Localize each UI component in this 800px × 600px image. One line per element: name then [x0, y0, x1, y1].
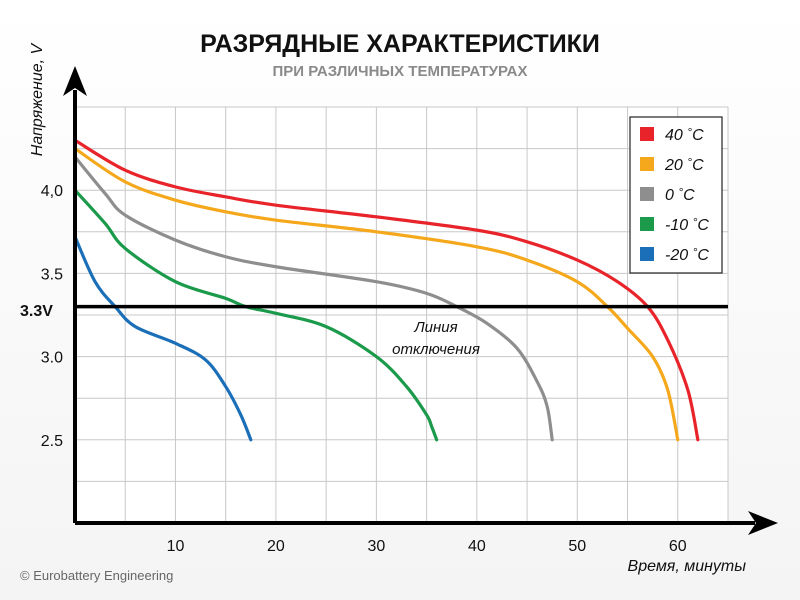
legend-swatch-1 [640, 157, 654, 171]
legend-label-4: -20 °C [665, 245, 709, 264]
legend-swatch-4 [640, 247, 654, 261]
legend-label-1: 20 °C [664, 155, 704, 174]
cutoff-value-label: 3.3V [20, 303, 53, 320]
y-axis-arrow [63, 66, 87, 96]
chart-subtitle: ПРИ РАЗЛИЧНЫХ ТЕМПЕРАТУРАХ [272, 63, 527, 80]
y-axis-label: Напряжение, V [29, 42, 46, 156]
legend-swatch-3 [640, 217, 654, 231]
series-line-2 [73, 155, 554, 442]
x-tick-label: 10 [167, 538, 185, 555]
copyright-text: © Eurobattery Engineering [20, 568, 173, 583]
x-tick-label: 50 [568, 538, 586, 555]
legend: 40 °C 20 °C 0 °C -10 °C -20 °C [629, 116, 723, 274]
series-line-0 [73, 138, 700, 442]
y-tick-label: 3.0 [41, 350, 63, 367]
legend-swatch-2 [640, 187, 654, 201]
legend-label-3: -10 °C [665, 215, 709, 234]
legend-label-2: 0 °C [665, 185, 695, 204]
series-line-4 [73, 235, 253, 442]
y-tick-label: 2.5 [41, 433, 63, 450]
y-tick-label: 3.5 [41, 266, 63, 283]
axes [63, 66, 778, 535]
series-line-3 [73, 188, 439, 442]
x-axis-arrow [748, 511, 778, 535]
legend-label-0: 40 °C [665, 125, 704, 144]
series-curves [73, 138, 700, 442]
chart-title: РАЗРЯДНЫЕ ХАРАКТЕРИСТИКИ [200, 30, 600, 58]
tick-labels: 10 20 30 40 50 60 2.5 3.0 3.5 4,0 [41, 183, 687, 555]
y-tick-label: 4,0 [41, 183, 63, 200]
x-tick-label: 60 [669, 538, 687, 555]
cutoff-annotation-line1: Линия [413, 319, 457, 336]
x-tick-label: 20 [267, 538, 285, 555]
series-line-1 [73, 147, 680, 442]
cutoff-annotation-line2: отключения [392, 341, 480, 358]
x-axis-label: Время, минуты [628, 558, 747, 575]
x-tick-label: 40 [468, 538, 486, 555]
grid [74, 106, 729, 523]
legend-swatch-0 [640, 127, 654, 141]
x-tick-label: 30 [367, 538, 385, 555]
